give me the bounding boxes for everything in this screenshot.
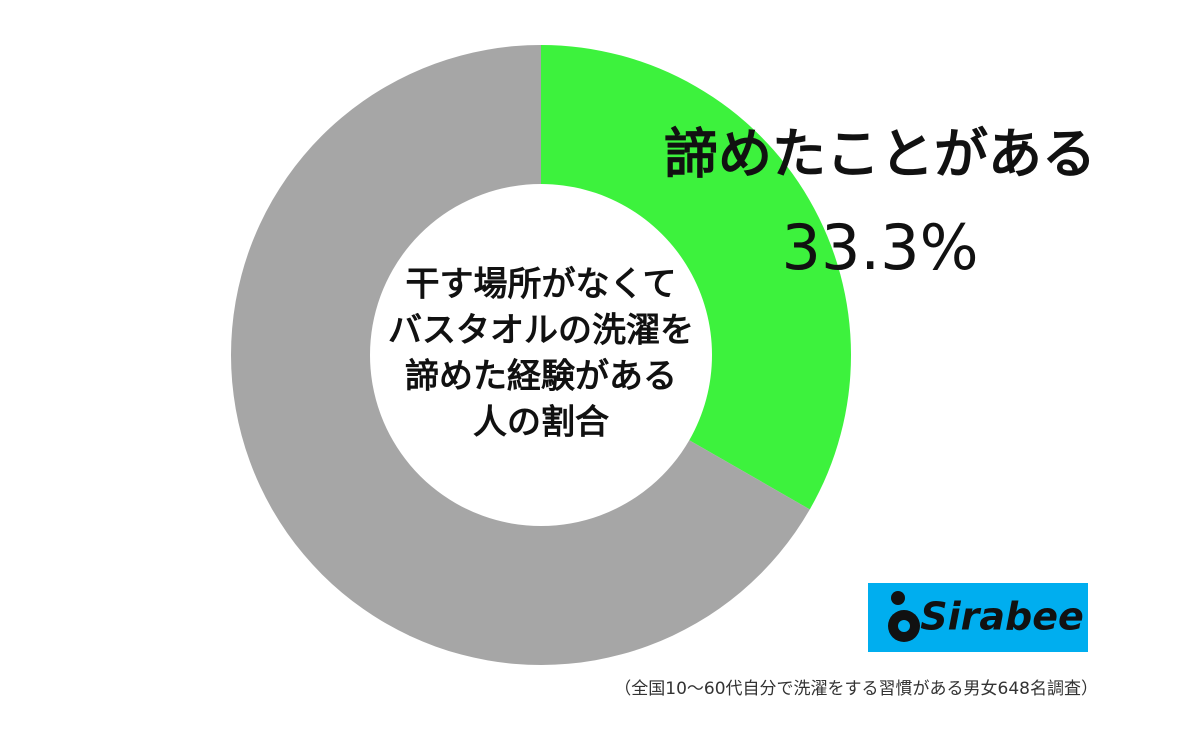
value-label: 33.3% — [782, 211, 979, 284]
center-line: 人の割合 — [473, 403, 609, 443]
footnote: （全国10〜60代自分で洗濯をする習慣がある男女648名調査） — [614, 679, 1098, 699]
segment-label: 諦めたことがある — [664, 123, 1096, 186]
logo-icon — [898, 620, 910, 632]
logo-text: Sirabee — [920, 595, 1084, 639]
logo-icon — [891, 591, 905, 605]
donut — [230, 45, 851, 665]
donut-segment — [541, 45, 851, 510]
center-line: 干す場所がなくて — [406, 265, 677, 305]
center-line: バスタオルの洗濯を — [388, 311, 694, 351]
logo: Sirabee — [868, 583, 1088, 652]
donut-segment — [230, 45, 810, 665]
center-line: 諦めた経験がある — [405, 357, 677, 397]
